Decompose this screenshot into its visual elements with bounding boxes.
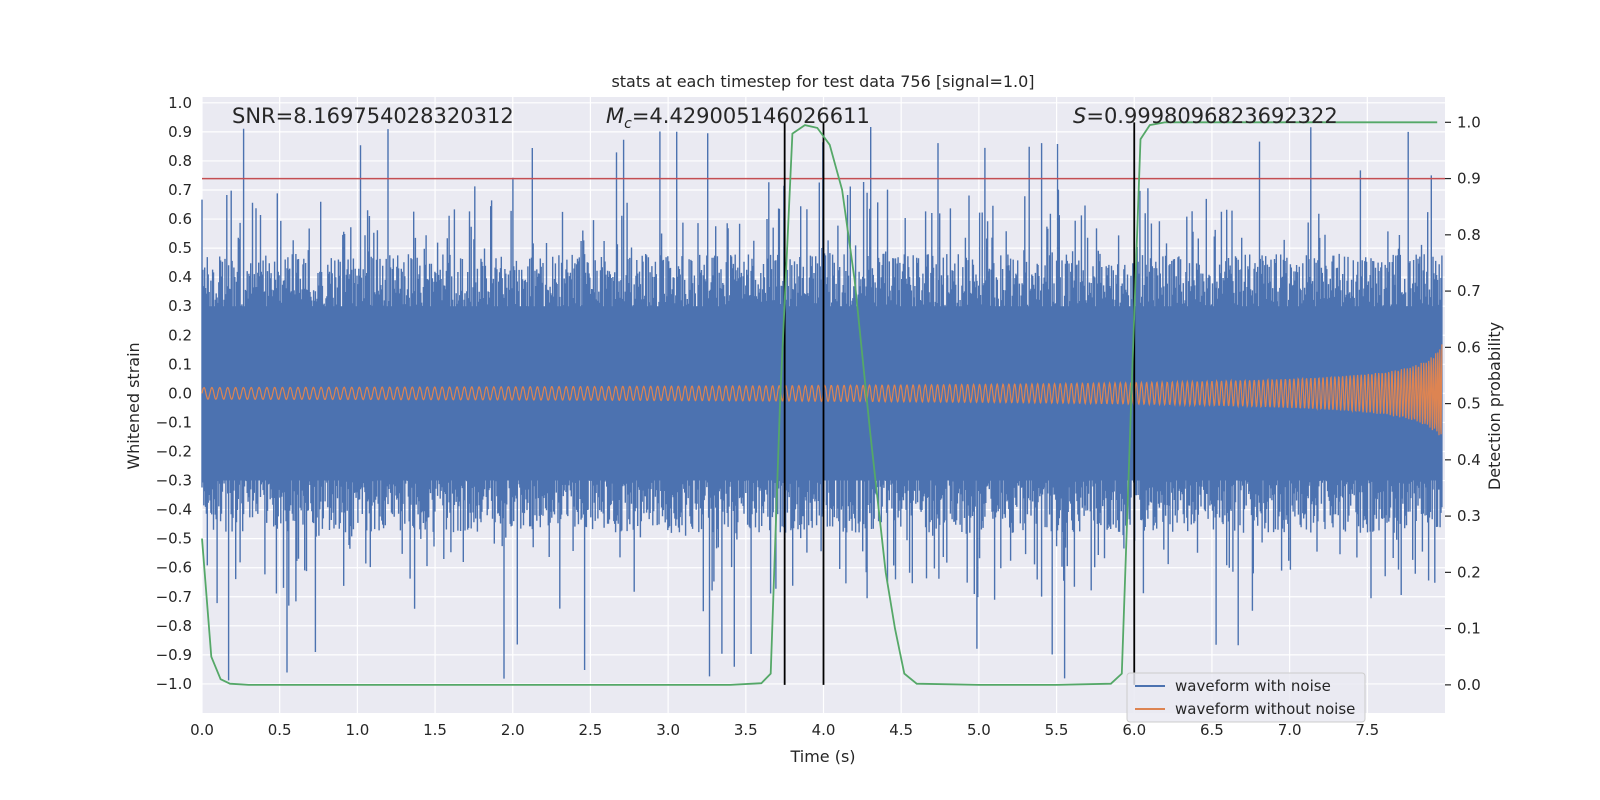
y-right-tick-label: 0.7: [1457, 282, 1481, 300]
y-right-tick-label: 0.1: [1457, 620, 1481, 638]
chirp-mass-annotation: Mc=4.429005146026611: [606, 104, 870, 132]
y-axis-label: Whitened strain: [124, 342, 143, 469]
y-right-tick-label: 0.2: [1457, 563, 1481, 581]
x-tick-label: 4.5: [889, 721, 913, 739]
ticks-layer: 0.0 0.5 1.0 1.5 2.0 2.5 3.0 3.5 4.0 4.5 5.0 5.5 6.0 6…: [156, 94, 1481, 739]
x-tick-label: 7.5: [1355, 721, 1379, 739]
legend: waveform with noise waveform without noi…: [1126, 672, 1366, 723]
mc-value: =4.429005146026611: [632, 104, 870, 128]
y-tick-label: −0.4: [156, 501, 192, 519]
y-tick-label: −0.8: [156, 617, 192, 635]
y-tick-label: −0.2: [156, 442, 192, 460]
y-right-tick-label: 0.9: [1457, 170, 1481, 188]
overlay-layer: [201, 121, 1445, 686]
x-tick-label: 4.0: [812, 721, 836, 739]
s-value: =0.9998096823692322: [1086, 104, 1337, 128]
y-right-tick-label: 0.0: [1457, 676, 1481, 694]
y-tick-label: −0.3: [156, 472, 192, 490]
y-right-tick-label: 0.8: [1457, 226, 1481, 244]
y-tick-label: 0.5: [168, 239, 192, 257]
mc-subscript: c: [624, 116, 632, 132]
x-axis-label: Time (s): [789, 747, 855, 766]
x-tick-label: 2.5: [579, 721, 603, 739]
x-tick-label: 7.0: [1278, 721, 1302, 739]
y-tick-label: −0.1: [156, 413, 192, 431]
series-waveform-with-noise-core: [202, 306, 1442, 481]
snr-annotation: SNR=8.169754028320312: [232, 104, 514, 128]
series-detection-probability: [201, 121, 1438, 686]
y-tick-label: 0.4: [168, 268, 192, 286]
y-right-tick-label: 0.5: [1457, 395, 1481, 413]
y-tick-label: 0.1: [168, 355, 192, 373]
x-tick-label: 0.5: [268, 721, 292, 739]
y-tick-label: −1.0: [156, 675, 192, 693]
s-symbol: S: [1073, 104, 1086, 128]
series-layer: [201, 127, 1443, 681]
y-tick-label: 0.7: [168, 181, 192, 199]
y-tick-label: 0.9: [168, 123, 192, 141]
y-tick-label: 0.6: [168, 210, 192, 228]
y-tick-label: 0.0: [168, 384, 192, 402]
s-annotation: S=0.9998096823692322: [1073, 104, 1338, 128]
legend-label-noise: waveform with noise: [1175, 677, 1331, 695]
x-tick-label: 0.0: [190, 721, 214, 739]
x-tick-label: 5.0: [967, 721, 991, 739]
y-tick-label: −0.9: [156, 646, 192, 664]
y-right-axis-label: Detection probability: [1485, 322, 1504, 490]
y-right-tick-label: 0.6: [1457, 338, 1481, 356]
x-tick-label: 5.5: [1045, 721, 1069, 739]
y-tick-label: 0.8: [168, 152, 192, 170]
y-tick-label: −0.7: [156, 588, 192, 606]
y-tick-label: 1.0: [168, 94, 192, 112]
x-tick-label: 1.0: [345, 721, 369, 739]
y-right-tick-label: 1.0: [1457, 113, 1481, 131]
y-right-tick-label: 0.3: [1457, 507, 1481, 525]
y-right-tick-label: 0.4: [1457, 451, 1481, 469]
x-tick-label: 1.5: [423, 721, 447, 739]
series-waveform-without-noise: [201, 344, 1443, 436]
y-tick-label: −0.6: [156, 559, 192, 577]
legend-label-clean: waveform without noise: [1175, 700, 1355, 718]
x-tick-label: 3.0: [656, 721, 680, 739]
x-tick-label: 6.5: [1200, 721, 1224, 739]
x-tick-label: 6.0: [1122, 721, 1146, 739]
x-tick-label: 2.0: [501, 721, 525, 739]
mc-symbol: M: [606, 104, 624, 128]
y-tick-label: 0.2: [168, 326, 192, 344]
y-tick-label: 0.3: [168, 297, 192, 315]
x-tick-label: 3.5: [734, 721, 758, 739]
chart-title: stats at each timestep for test data 756…: [611, 72, 1034, 91]
y-tick-label: −0.5: [156, 530, 192, 548]
